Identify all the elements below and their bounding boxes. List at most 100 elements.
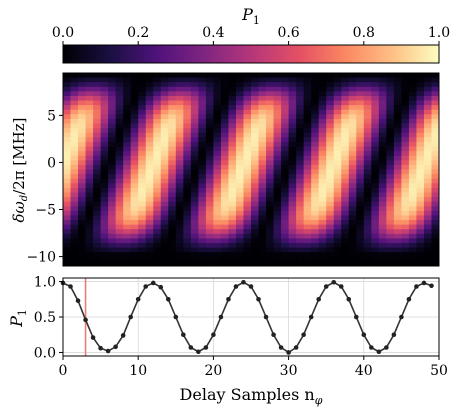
data-point (308, 314, 314, 320)
heatmap-cell (356, 128, 365, 134)
heatmap-cell (333, 91, 342, 97)
heatmap-cell (258, 128, 267, 134)
heatmap-cell (378, 109, 387, 115)
heatmap-cell (145, 215, 154, 221)
heatmap-cell (281, 100, 289, 106)
heatmap-cell (333, 183, 342, 189)
heatmap-cell (153, 91, 162, 97)
heatmap-cell (401, 95, 410, 101)
heatmap-cell (175, 128, 184, 134)
heatmap-cell (303, 82, 312, 88)
heatmap-cell (363, 192, 372, 198)
heatmap-cell (108, 86, 117, 92)
heatmap-cell (213, 238, 222, 244)
heatmap-cell (70, 141, 79, 147)
heatmap-cell (326, 73, 335, 78)
heatmap-cell (145, 91, 154, 97)
heatmap-cell (70, 215, 79, 221)
heatmap-cell (243, 155, 252, 161)
heatmap-cell (205, 187, 214, 193)
heatmap-cell (85, 174, 94, 180)
heatmap-cell (401, 247, 410, 253)
heatmap-cell (296, 210, 305, 216)
heatmap-cell (108, 146, 117, 152)
heatmap-cell (281, 123, 289, 129)
heatmap-cell (341, 160, 350, 166)
heatmap-cell (416, 164, 425, 170)
heatmap-cell (168, 77, 177, 83)
heatmap-cell (93, 220, 101, 226)
heatmap-cell (258, 206, 267, 212)
heatmap-cell (363, 243, 372, 249)
heatmap-cell (190, 160, 199, 166)
data-point (203, 345, 209, 350)
data-point (346, 296, 352, 302)
heatmap-cell (333, 118, 342, 124)
heatmap-cell (341, 210, 350, 216)
heatmap-cell (393, 229, 402, 235)
heatmap-cell (108, 256, 117, 262)
heatmap-cell (296, 174, 305, 180)
heatmap-cell (408, 100, 417, 106)
heatmap-cell (160, 233, 169, 239)
heatmap-cell (220, 86, 229, 92)
heatmap-cell (311, 128, 320, 134)
heatmap-cell (378, 238, 387, 244)
data-point (414, 284, 419, 289)
heatmap-cell (213, 100, 222, 106)
heatmap-cell (393, 247, 402, 253)
heatmap-cell (296, 82, 305, 88)
heatmap-cell (378, 100, 387, 106)
heatmap-cell (273, 243, 282, 249)
heatmap-cell (378, 114, 387, 120)
data-point (113, 344, 118, 350)
heatmap-cell (363, 109, 372, 115)
heatmap-cell (318, 183, 327, 189)
heatmap-cell (123, 109, 132, 115)
heatmap-cell (85, 252, 94, 258)
heatmap-cell (190, 82, 199, 88)
heatmap-cell (138, 201, 147, 207)
heatmap-cell (356, 229, 365, 235)
heatmap-cell (115, 82, 124, 88)
heatmap-cell (266, 86, 274, 92)
heatmap-cell (63, 91, 71, 97)
heatmap-cell (108, 192, 117, 198)
heatmap-cell (416, 178, 425, 184)
heatmap-cell (363, 95, 372, 101)
heatmap-cell (145, 256, 154, 262)
data-point (316, 296, 321, 302)
line-y-tick-label: 0.5 (34, 310, 56, 326)
heatmap-cell (318, 91, 327, 97)
heatmap-cell (378, 73, 387, 78)
heatmap-cell (401, 105, 410, 111)
heatmap-cell (348, 256, 357, 262)
heatmap-cell (303, 91, 312, 97)
heatmap-cell (70, 132, 79, 138)
heatmap-cell (303, 141, 312, 147)
heatmap-cell (63, 261, 71, 267)
heatmap-cell (423, 82, 432, 88)
heatmap-cell (145, 77, 154, 83)
heatmap-cell (78, 192, 86, 198)
heatmap-cell (333, 160, 342, 166)
heatmap-cell (371, 174, 380, 180)
heatmap-cell (378, 146, 387, 152)
heatmap-cell (138, 73, 147, 78)
heatmap-cell (386, 169, 395, 175)
heatmap-cell (123, 261, 132, 267)
data-point (158, 284, 164, 290)
heatmap-cell (273, 137, 282, 143)
heatmap-cell (431, 256, 440, 262)
heatmap-cell (371, 215, 380, 221)
heatmap-cell (326, 238, 335, 244)
heatmap-cell (348, 187, 357, 193)
heatmap-cell (220, 220, 229, 226)
heatmap-cell (213, 164, 222, 170)
heatmap-cell (311, 238, 320, 244)
heatmap-cell (288, 91, 297, 97)
heatmap-cell (175, 141, 184, 147)
heatmap-cell (348, 261, 357, 267)
heatmap-cell (356, 220, 365, 226)
heatmap-cell (363, 123, 372, 129)
